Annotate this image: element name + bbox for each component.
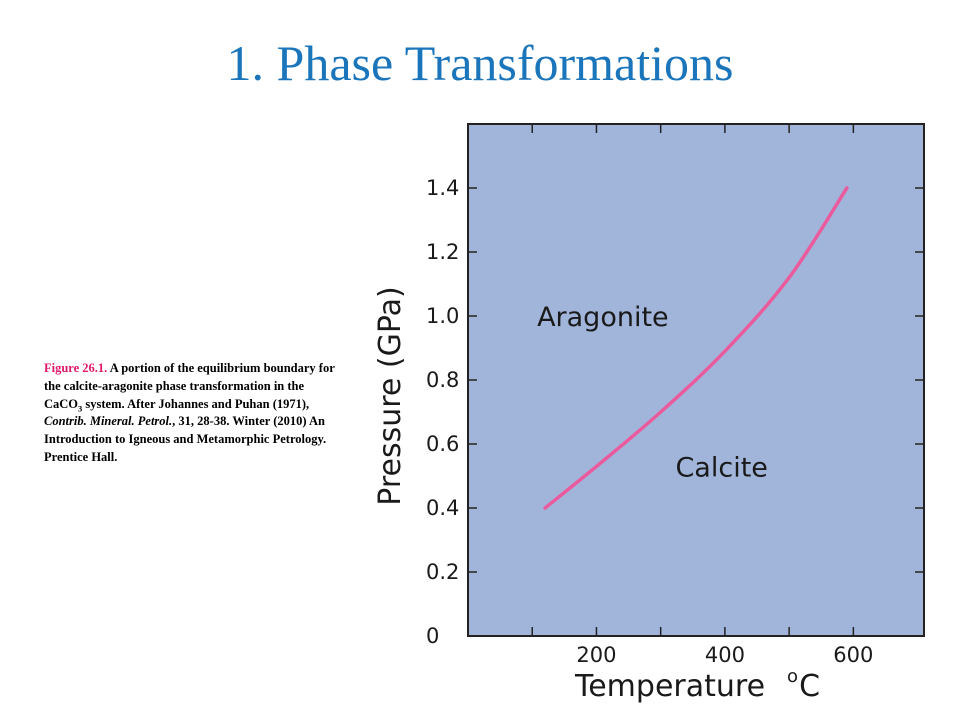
x-tick-label: 200 bbox=[576, 643, 616, 667]
y-tick-label: 0.2 bbox=[426, 560, 459, 584]
figure-caption: Figure 26.1. A portion of the equilibriu… bbox=[44, 360, 344, 467]
region-label: Calcite bbox=[675, 452, 767, 483]
region-labels: Aragonite Calcite bbox=[537, 302, 768, 483]
y-axis-title: Pressure (GPa) bbox=[373, 286, 408, 505]
caption-journal: Contrib. Mineral. Petrol. bbox=[44, 414, 173, 429]
x-axis-title-unit: C bbox=[799, 669, 820, 704]
x-tick-label: 600 bbox=[833, 643, 873, 667]
x-axis-title-degree: o bbox=[787, 666, 798, 687]
y-tick-label: 0 bbox=[426, 624, 439, 648]
caption-text-1: A portion of the equilibrium boundary fo… bbox=[44, 361, 335, 411]
y-tick-label: 0.8 bbox=[426, 368, 459, 392]
y-tick-label: 1.2 bbox=[426, 240, 459, 264]
y-tick-label: 1.0 bbox=[426, 304, 459, 328]
phase-boundary-line bbox=[543, 186, 849, 510]
axis-ticks bbox=[468, 124, 924, 636]
caption-text-2: system. After Johannes and Puhan (1971), bbox=[82, 396, 310, 411]
caption-subscript: 3 bbox=[78, 403, 83, 414]
x-axis-title: Temperature oC bbox=[574, 666, 820, 704]
x-axis-title-text: Temperature bbox=[574, 669, 765, 704]
region-label: Aragonite bbox=[537, 302, 669, 333]
caption-text-3: , 31, 28-38. Winter (2010) An Introducti… bbox=[44, 414, 327, 464]
y-tick-label: 0.4 bbox=[426, 496, 459, 520]
y-tick-label: 1.4 bbox=[426, 176, 459, 200]
x-tick-label: 400 bbox=[705, 643, 745, 667]
y-tick-label: 0.6 bbox=[426, 432, 459, 456]
slide-title: 1. Phase Transformations bbox=[226, 35, 734, 91]
axis-tick-labels: 0 0.2 0.4 0.6 0.8 1.0 1.2 1.4 200 400 600 bbox=[426, 176, 873, 667]
figure-label: Figure 26.1. bbox=[44, 361, 108, 375]
